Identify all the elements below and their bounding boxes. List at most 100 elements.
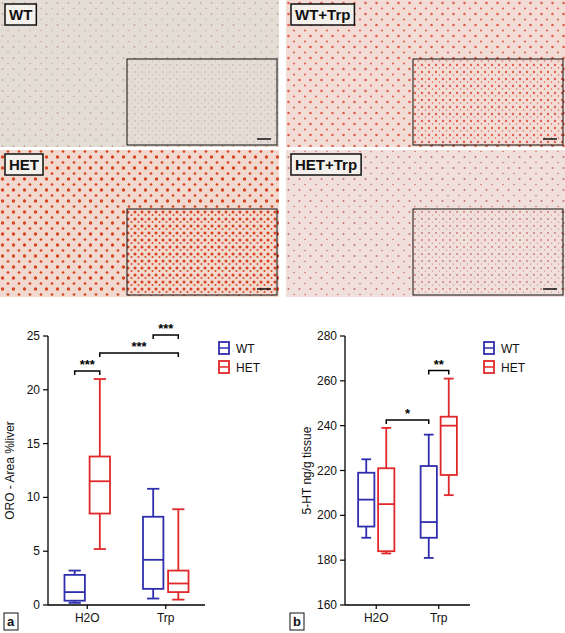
x-tick	[87, 605, 88, 609]
whisker-cap-high	[444, 378, 454, 380]
legend-swatch	[219, 342, 229, 354]
box	[168, 571, 188, 593]
median	[168, 583, 188, 585]
x-tick-label: H2O	[75, 611, 100, 625]
whisker-cap-low	[94, 548, 106, 550]
significance-label: ***	[80, 357, 96, 372]
legend-swatch-median	[484, 347, 494, 349]
y-tick	[43, 551, 48, 552]
whisker-high	[428, 435, 430, 466]
micrograph-inset	[413, 59, 563, 145]
figure: WTWT+TrpHETHET+Trp0510152025H2OTrpORO - …	[0, 0, 565, 633]
box	[441, 417, 457, 475]
micrograph	[0, 150, 279, 297]
x-tick-label: Trp	[430, 611, 448, 625]
whisker-cap-high	[94, 378, 106, 380]
whisker-low	[365, 527, 367, 538]
median	[378, 503, 394, 505]
y-axis	[47, 336, 48, 605]
whisker-low	[99, 514, 101, 550]
x-tick-label: H2O	[364, 611, 389, 625]
median	[143, 559, 163, 561]
whisker-cap-low	[444, 494, 454, 496]
significance-label: *	[405, 406, 411, 421]
whisker-cap-high	[69, 570, 81, 572]
y-tick	[340, 604, 345, 605]
box	[421, 466, 437, 538]
whisker-cap-low	[381, 553, 391, 555]
y-tick-label: 160	[317, 598, 337, 612]
y-tick-label: 0	[33, 598, 40, 612]
y-tick-label: 280	[317, 329, 337, 343]
legend-label: HET	[236, 361, 261, 375]
legend-swatch-median	[219, 366, 229, 368]
y-tick	[340, 380, 345, 381]
y-tick	[43, 443, 48, 444]
median	[421, 521, 437, 523]
y-axis-title: 5-HT ng/g tissue	[300, 426, 314, 514]
y-tick-label: 20	[27, 383, 41, 397]
box-chart: 0510152025H2OTrpORO - Area %liver*******…	[3, 321, 261, 630]
panel-letter: b	[293, 614, 301, 629]
scale-bar	[257, 288, 271, 290]
micrograph	[286, 150, 565, 297]
box-chart: 160180200220240260280H2OTrp5-HT ng/g tis…	[290, 329, 526, 630]
significance-label: **	[434, 357, 445, 372]
whisker-low	[177, 592, 179, 600]
legend-swatch-median	[484, 366, 494, 368]
y-tick-label: 220	[317, 464, 337, 478]
x-axis	[345, 604, 470, 605]
panel-label: WT+Trp	[295, 6, 350, 23]
legend-swatch	[484, 342, 494, 354]
whisker-high	[385, 428, 387, 468]
whisker-cap-high	[424, 434, 434, 436]
y-tick	[43, 604, 48, 605]
whisker-low	[448, 475, 450, 495]
y-axis-title: ORO - Area %liver	[3, 421, 17, 520]
median	[90, 480, 110, 482]
legend-label: WT	[236, 342, 255, 356]
box	[143, 517, 163, 589]
panel-letter-box	[290, 613, 304, 630]
whisker-high	[177, 509, 179, 570]
whisker-cap-low	[361, 537, 371, 539]
x-tick	[165, 605, 166, 609]
y-tick	[340, 425, 345, 426]
boxes	[358, 379, 457, 558]
legend-swatch	[219, 361, 229, 373]
y-tick	[340, 335, 345, 336]
y-tick	[340, 470, 345, 471]
micrograph	[0, 0, 279, 147]
y-tick-label: 200	[317, 508, 337, 522]
panel-label-box	[291, 4, 354, 25]
panel-label: WT	[9, 6, 32, 23]
panel-label-box	[5, 154, 43, 175]
box	[90, 457, 110, 514]
median	[358, 499, 374, 501]
significance-label: ***	[158, 321, 174, 336]
y-tick-label: 260	[317, 374, 337, 388]
x-tick	[376, 605, 377, 609]
boxes	[64, 379, 188, 603]
whisker-cap-high	[381, 427, 391, 429]
y-tick	[43, 497, 48, 498]
y-tick-label: 10	[27, 490, 41, 504]
box	[64, 575, 84, 601]
panel-letter-box	[4, 613, 18, 630]
whisker-low	[428, 538, 430, 558]
y-tick	[340, 515, 345, 516]
legend-label: HET	[501, 361, 526, 375]
whisker-high	[99, 379, 101, 456]
micrograph-inset	[413, 209, 563, 295]
whisker-high	[152, 489, 154, 517]
whisker-cap-low	[147, 598, 159, 600]
whisker-low	[152, 589, 154, 599]
scale-bar	[543, 138, 557, 140]
y-tick-label: 180	[317, 553, 337, 567]
scale-bar	[257, 138, 271, 140]
y-tick-label: 25	[27, 329, 41, 343]
whisker-cap-high	[147, 488, 159, 490]
legend-swatch	[484, 361, 494, 373]
box	[358, 473, 374, 527]
y-tick	[340, 560, 345, 561]
